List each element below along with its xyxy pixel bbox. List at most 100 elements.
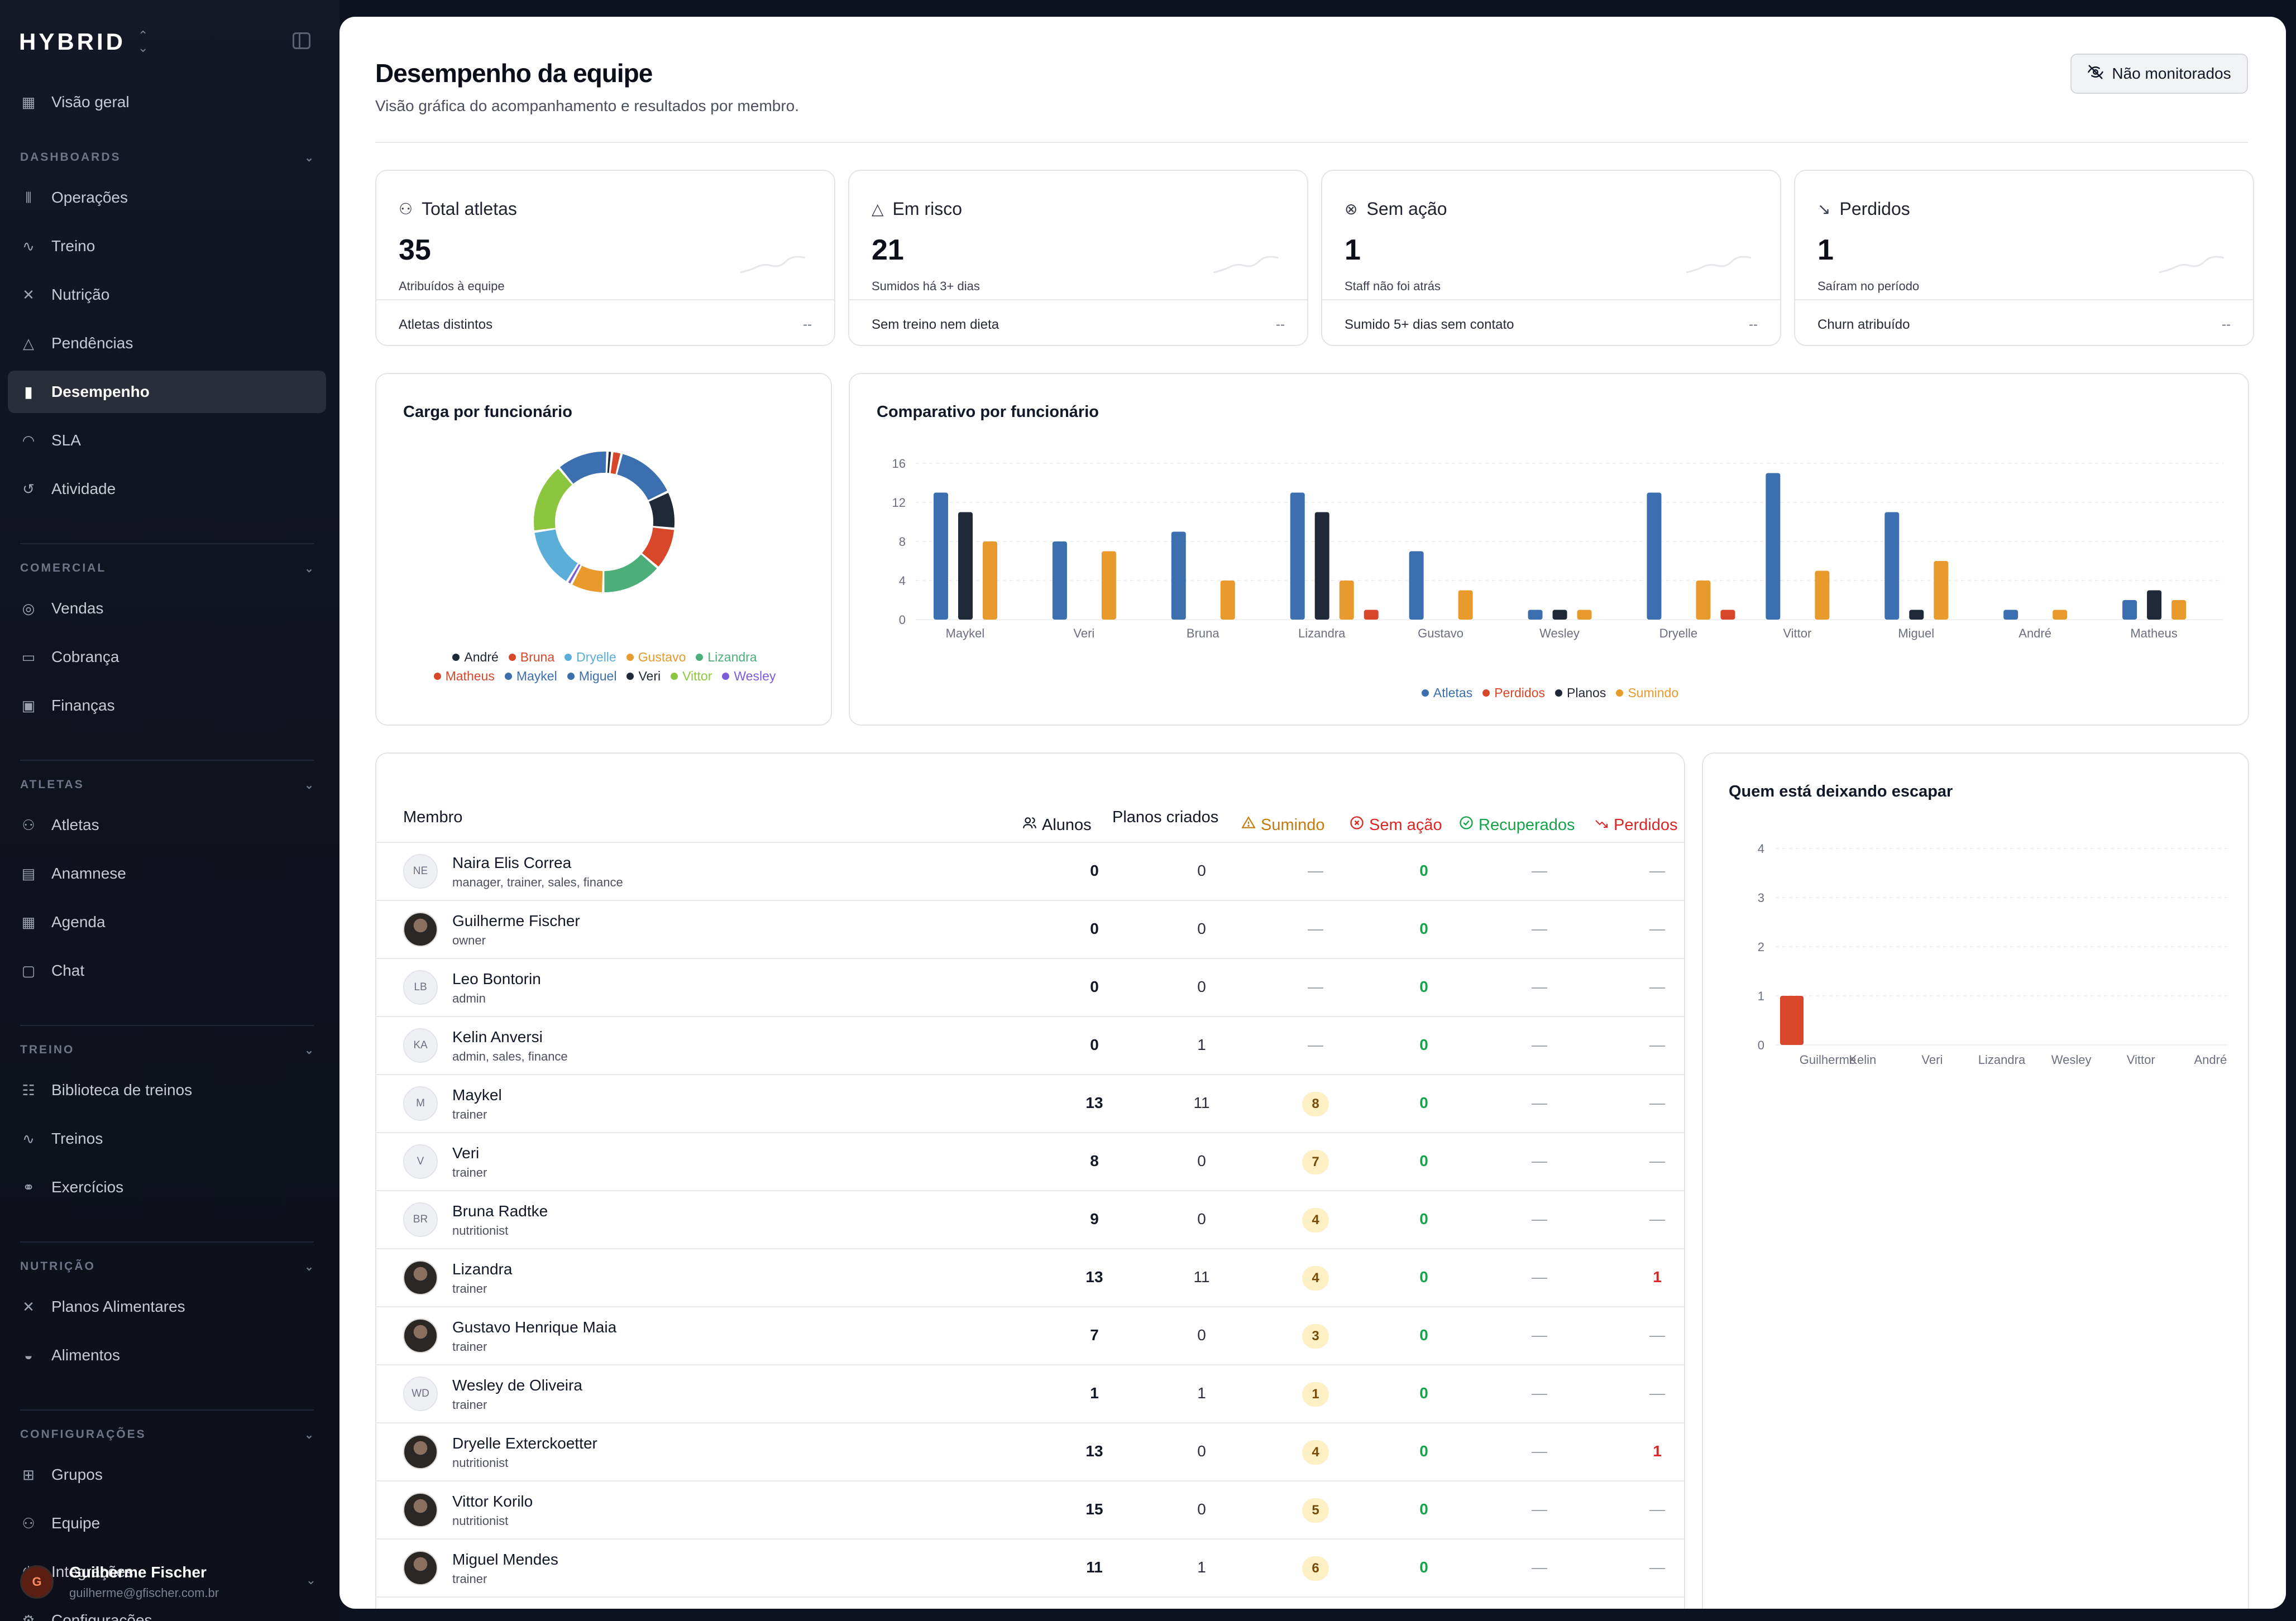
sidebar-item-2-0[interactable]: ⚇ Atletas (8, 804, 326, 846)
legend-item[interactable]: Maykel (504, 669, 557, 684)
table-row[interactable]: André1010—— (376, 1598, 1684, 1609)
table-row[interactable]: V Veri trainer 8 0 7 0 — — (376, 1133, 1684, 1190)
member-name[interactable]: Leo Bontorin (452, 970, 541, 987)
chevron-down-icon[interactable]: ⌄ (304, 1260, 314, 1273)
legend-item-planos[interactable]: Planos (1555, 685, 1606, 701)
member-name[interactable]: Dryelle Exterckoetter (452, 1435, 597, 1452)
sidebar-item-4-1[interactable]: ◒ Alimentos (8, 1334, 326, 1377)
member-name[interactable]: Maykel (452, 1086, 502, 1104)
col-perdidos[interactable]: Perdidos (1594, 808, 1677, 842)
history-icon: ↺ (22, 481, 35, 497)
table-row[interactable]: WD Wesley de Oliveira trainer 1 1 1 0 — — (376, 1365, 1684, 1422)
users-icon (1022, 816, 1037, 835)
sidebar-item-2-1[interactable]: ▤ Anamnese (8, 852, 326, 895)
col-sumindo[interactable]: Sumindo (1241, 808, 1324, 842)
col-member[interactable]: Membro (403, 808, 463, 826)
table-row[interactable]: LB Leo Bontorin admin 0 0 — 0 — — (376, 959, 1684, 1016)
member-name[interactable]: Kelin Anversi (452, 1028, 543, 1046)
section-header-3[interactable]: TREINO ⌄ (20, 1042, 314, 1058)
cell-recuperados: — (1532, 1036, 1547, 1053)
table-row[interactable]: Dryelle Exterckoetter nutritionist 13 0 4 0 — 1 (376, 1423, 1684, 1480)
sidebar-item-1-0[interactable]: ◎ Vendas (8, 587, 326, 630)
table-row[interactable]: Vittor Korilo nutritionist 15 0 5 0 — — (376, 1481, 1684, 1538)
legend-item[interactable]: Matheus (433, 669, 495, 684)
sidebar-item-0-2[interactable]: ✕ Nutrição (8, 274, 326, 316)
legend-item[interactable]: Lizandra (696, 650, 757, 665)
member-name[interactable]: Veri (452, 1144, 480, 1162)
sidebar-item-overview[interactable]: ▦ Visão geral (8, 81, 326, 123)
table-row[interactable]: Guilherme Fischer owner 0 0 — 0 — — (376, 901, 1684, 958)
section-header-0[interactable]: DASHBOARDS ⌄ (20, 149, 314, 166)
section-header-2[interactable]: ATLETAS ⌄ (20, 776, 314, 793)
member-name[interactable]: Gustavo Henrique Maia (452, 1318, 617, 1336)
chevron-down-icon[interactable]: ⌄ (304, 1428, 314, 1441)
sidebar-item-5-1[interactable]: ⚇ Equipe (8, 1502, 326, 1545)
member-name[interactable]: Guilherme Fischer (452, 912, 580, 929)
sidebar-item-0-5[interactable]: ◠ SLA (8, 419, 326, 462)
legend-item-atletas[interactable]: Atletas (1421, 685, 1472, 701)
legend-item-sumindo[interactable]: Sumindo (1616, 685, 1678, 701)
sidebar-item-0-1[interactable]: ∿ Treino (8, 225, 326, 267)
table-row[interactable]: NE Naira Elis Correa manager, trainer, sal… (376, 843, 1684, 900)
col-semacao[interactable]: Sem ação (1349, 808, 1442, 842)
legend-label: Veri (638, 669, 661, 683)
table-row[interactable]: Lizandra trainer 13 11 4 0 — 1 (376, 1249, 1684, 1306)
unmonitored-button[interactable]: Não monitorados (2070, 54, 2248, 94)
sidebar-toggle-icon[interactable] (293, 32, 310, 49)
sidebar-item-1-2[interactable]: ▣ Finanças (8, 684, 326, 727)
cell-sumindo: 4 (1282, 1208, 1349, 1232)
member-name[interactable]: Bruna Radtke (452, 1202, 548, 1220)
legend-item[interactable]: Dryelle (565, 650, 616, 665)
sidebar-item-5-0[interactable]: ⊞ Grupos (8, 1454, 326, 1496)
cell-recuperados: — (1532, 1558, 1547, 1576)
brand[interactable]: HYBRID ⌃ ⌄ (19, 28, 148, 56)
chevron-down-icon[interactable]: ⌄ (304, 151, 314, 164)
legend-item[interactable]: Vittor (671, 669, 712, 684)
cell-recuperados: — (1532, 920, 1547, 937)
user-menu[interactable]: G Guilherme Fischer guilherme@gfischer.c… (20, 1561, 322, 1603)
legend-item-perdidos[interactable]: Perdidos (1482, 685, 1545, 701)
table-row[interactable]: Miguel Mendes trainer 11 1 6 0— — (376, 1540, 1684, 1596)
legend-item[interactable]: Miguel (567, 669, 616, 684)
sidebar-item-1-1[interactable]: ▭ Cobrança (8, 636, 326, 678)
section-title: CONFIGURAÇÕES (20, 1428, 146, 1441)
sidebar-item-3-0[interactable]: ☷ Biblioteca de treinos (8, 1069, 326, 1111)
chevron-down-icon[interactable]: ⌄ (305, 1573, 316, 1587)
legend-item[interactable]: Veri (626, 669, 661, 684)
member-name[interactable]: Wesley de Oliveira (452, 1377, 582, 1394)
sidebar-item-2-3[interactable]: ▢ Chat (8, 949, 326, 992)
sidebar-item-0-0[interactable]: ⫴ Operações (8, 176, 326, 219)
table-row[interactable]: BR Bruna Radtke nutritionist 9 0 4 0 — — (376, 1191, 1684, 1248)
chevron-down-icon[interactable]: ⌄ (304, 1044, 314, 1057)
member-name[interactable]: Miguel Mendes (452, 1551, 558, 1568)
sidebar-item-5-3[interactable]: ⚙ Configurações (8, 1599, 326, 1621)
table-row[interactable]: KA Kelin Anversi admin, sales, finance 0 1 — 0… (376, 1017, 1684, 1074)
section-header-5[interactable]: CONFIGURAÇÕES ⌄ (20, 1426, 314, 1443)
sidebar-item-3-2[interactable]: ⚭ Exercícios (8, 1166, 326, 1208)
sidebar-item-4-0[interactable]: ✕ Planos Alimentares (8, 1286, 326, 1328)
chevron-down-icon[interactable]: ⌄ (304, 779, 314, 792)
legend-item[interactable]: Wesley (722, 669, 776, 684)
member-name[interactable]: Vittor Korilo (452, 1493, 533, 1510)
section-header-1[interactable]: COMERCIAL ⌄ (20, 560, 314, 577)
sidebar-item-0-3[interactable]: △ Pendências (8, 322, 326, 365)
table-row[interactable]: Gustavo Henrique Maia trainer 7 0 3 0 — — (376, 1307, 1684, 1364)
col-planos[interactable]: Planos criados (1112, 808, 1219, 826)
legend-item[interactable]: André (452, 650, 499, 665)
chevron-down-icon[interactable]: ⌄ (304, 562, 314, 575)
section-header-4[interactable]: NUTRIÇÃO ⌄ (20, 1258, 314, 1275)
stat-trend: -- (803, 317, 812, 332)
member-name[interactable]: Naira Elis Correa (452, 854, 572, 871)
sidebar-item-2-2[interactable]: ▦ Agenda (8, 901, 326, 943)
col-recuperados[interactable]: Recuperados (1458, 808, 1575, 842)
col-alunos[interactable]: Alunos (1022, 808, 1092, 842)
table-row[interactable]: M Maykel trainer 13 11 8 0 — — (376, 1075, 1684, 1132)
member-name[interactable]: Lizandra (452, 1260, 513, 1278)
legend-item[interactable]: Bruna (508, 650, 554, 665)
sidebar-item-0-6[interactable]: ↺ Atividade (8, 468, 326, 510)
stat-value: 1 (1817, 234, 1834, 266)
legend-item[interactable]: Gustavo (626, 650, 686, 665)
chevron-up-down-icon[interactable]: ⌃ ⌄ (138, 28, 149, 55)
sidebar-item-0-4[interactable]: ▮ Desempenho (8, 371, 326, 413)
sidebar-item-3-1[interactable]: ∿ Treinos (8, 1118, 326, 1160)
